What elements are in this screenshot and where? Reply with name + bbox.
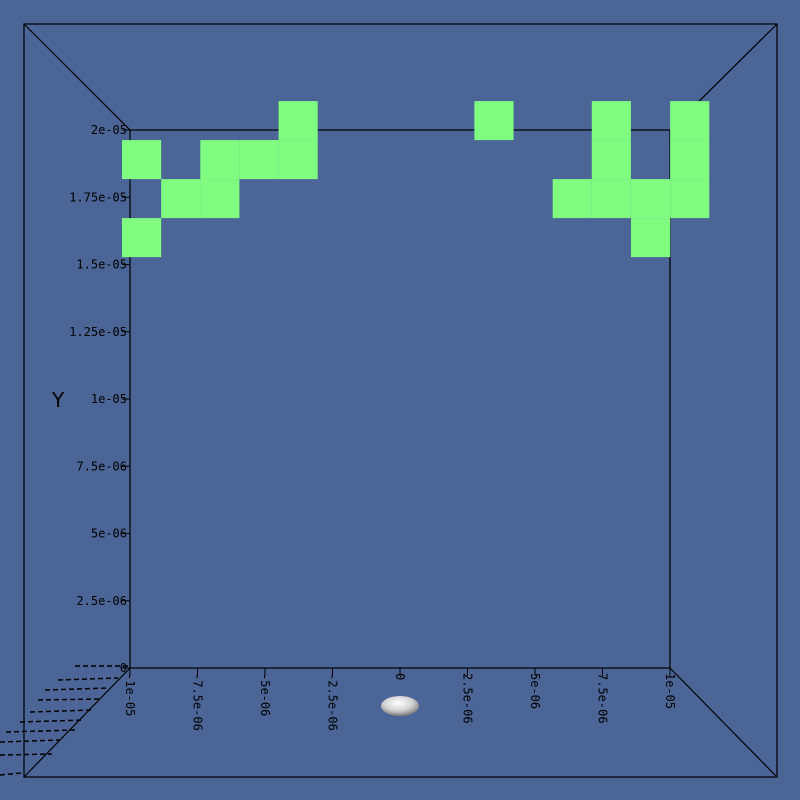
heatmap-cell xyxy=(200,140,240,180)
y-tick-label: 7.5e-06 xyxy=(76,459,127,473)
heatmap-cell xyxy=(591,179,631,219)
heatmap-cell xyxy=(122,218,162,258)
y-tick-label: 1.5e-05 xyxy=(76,258,127,272)
x-tick-label: -7.5e-06 xyxy=(191,673,205,731)
heatmap-cell xyxy=(591,140,631,180)
heatmap-cell xyxy=(670,101,710,141)
probe-ellipsoid[interactable] xyxy=(381,696,419,716)
y-tick-label: 1e-05 xyxy=(91,392,127,406)
heatmap-cell xyxy=(670,140,710,180)
heatmap-cell xyxy=(278,101,318,141)
y-axis-title: Y xyxy=(51,388,65,412)
heatmap-cell xyxy=(200,179,240,219)
x-tick-label: 1e-05 xyxy=(663,673,677,709)
y-tick-label: 2e-05 xyxy=(91,123,127,137)
outer-frame xyxy=(23,23,778,778)
heatmap-cell xyxy=(239,140,279,180)
x-tick-label: 7.5e-06 xyxy=(596,673,610,724)
x-tick-label: 0 xyxy=(393,673,407,680)
x-tick-label: -2.5e-06 xyxy=(326,673,340,731)
y-tick-label: 1.25e-05 xyxy=(69,325,127,339)
heatmap-cell xyxy=(591,101,631,141)
heatmap-cell xyxy=(474,101,514,141)
y-tick-label: 5e-06 xyxy=(91,527,127,541)
x-tick-label: 5e-06 xyxy=(528,673,542,709)
heatmap-cell xyxy=(278,140,318,180)
y-tick-label: 0 xyxy=(120,661,127,675)
y-tick-label: 2.5e-06 xyxy=(76,594,127,608)
frame-edge-bottom-left xyxy=(23,667,131,778)
x-axis-ticks: -1e-05 -7.5e-06 -5e-06 -2.5e-06 0 2.5e-06 5e-0… xyxy=(123,668,677,731)
heatmap-cell xyxy=(122,140,162,180)
y-axis-ticks: 0 2.5e-06 5e-06 7.5e-06 1e-05 1.25e-05 1.5e-05… xyxy=(69,123,130,675)
depth-axis-ticks xyxy=(0,665,128,776)
heatmap-cells xyxy=(122,101,710,258)
heatmap-cell xyxy=(631,179,671,219)
y-tick-label: 1.75e-05 xyxy=(69,190,127,204)
heatmap-cell xyxy=(670,179,710,219)
heatmap-cell xyxy=(552,179,592,219)
x-tick-label: -1e-05 xyxy=(123,673,137,716)
bounding-box-frame xyxy=(23,23,778,778)
frame-edge-top-left xyxy=(23,23,131,131)
frame-edge-bottom-right xyxy=(669,667,778,778)
heatmap-cell xyxy=(161,179,201,219)
heatmap-cell xyxy=(631,218,671,258)
x-tick-label: -5e-06 xyxy=(258,673,272,716)
x-tick-label: 2.5e-06 xyxy=(461,673,475,724)
